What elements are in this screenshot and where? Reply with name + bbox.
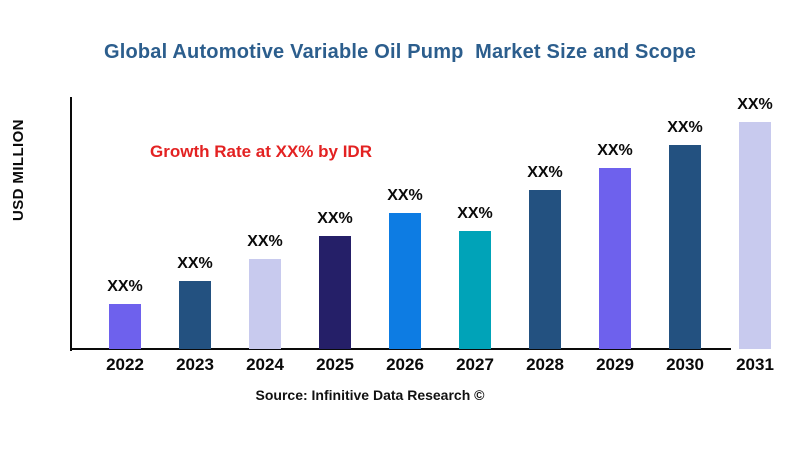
- bar-value-label-2027: XX%: [457, 205, 493, 222]
- bar-value-label-2024: XX%: [247, 233, 283, 250]
- bar-2030: [669, 145, 701, 349]
- x-tick-label-2022: 2022: [106, 355, 144, 374]
- bar-value-label-2030: XX%: [667, 119, 703, 136]
- x-tick-label-2028: 2028: [526, 355, 564, 374]
- bar-value-label-2031: XX%: [737, 96, 773, 113]
- x-tick-label-2025: 2025: [316, 355, 354, 374]
- bar-value-label-2025: XX%: [317, 210, 353, 227]
- bar-2023: [179, 281, 211, 349]
- bar-2029: [599, 168, 631, 349]
- bar-2027: [459, 231, 491, 349]
- y-axis-label: USD MILLION: [10, 119, 27, 221]
- chart-title: Global Automotive Variable Oil Pump Mark…: [103, 41, 697, 63]
- x-tick-label-2031: 2031: [736, 355, 774, 374]
- x-tick-label-2026: 2026: [386, 355, 424, 374]
- x-tick-label-2023: 2023: [176, 355, 214, 374]
- bar-value-label-2028: XX%: [527, 164, 563, 181]
- bar-2024: [249, 259, 281, 349]
- x-tick-label-2030: 2030: [666, 355, 704, 374]
- bar-value-label-2022: XX%: [107, 278, 143, 295]
- bar-value-label-2026: XX%: [387, 187, 423, 204]
- x-tick-label-2029: 2029: [596, 355, 634, 374]
- bar-value-label-2023: XX%: [177, 255, 213, 272]
- y-axis-line: [70, 97, 72, 351]
- bar-2025: [319, 236, 351, 349]
- growth-rate-annotation: Growth Rate at XX% by IDR: [150, 142, 372, 161]
- bar-2028: [529, 190, 561, 349]
- x-tick-label-2024: 2024: [246, 355, 284, 374]
- bar-2026: [389, 213, 421, 349]
- bar-2022: [109, 304, 141, 349]
- bar-value-label-2029: XX%: [597, 142, 633, 159]
- x-axis-line: [70, 348, 731, 350]
- x-tick-label-2027: 2027: [456, 355, 494, 374]
- source-caption: Source: Infinitive Data Research ©: [255, 387, 485, 403]
- bar-2031: [739, 122, 771, 349]
